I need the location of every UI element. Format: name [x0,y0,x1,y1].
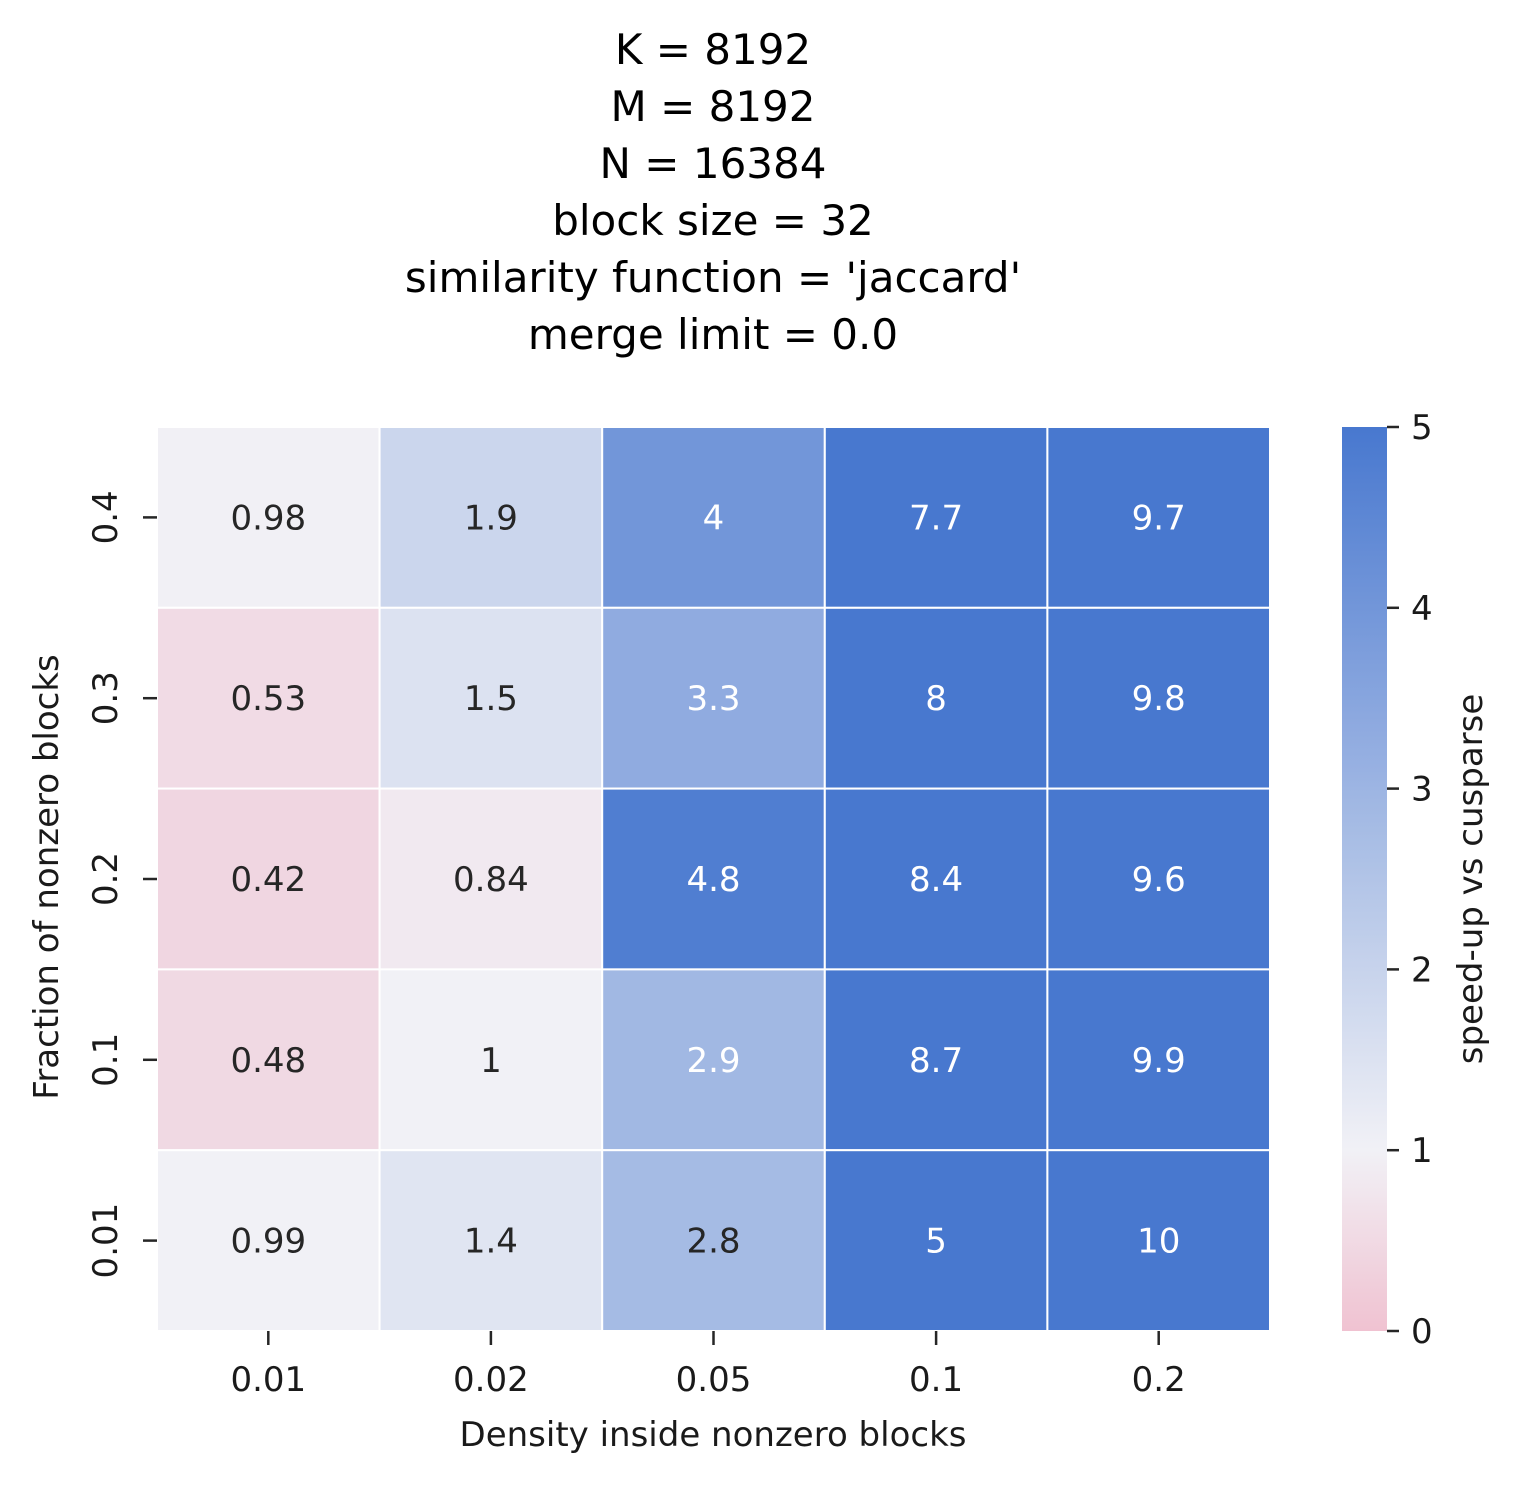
cell-value-label: 3.3 [686,679,740,719]
cell-value-label: 0.53 [230,679,306,719]
heatmap-cell [1046,787,1272,971]
title-line: merge limit = 0.0 [528,310,898,359]
cell-value-label: 9.7 [1132,498,1186,538]
cell-value-label: 9.8 [1132,679,1186,719]
chart-title: K = 8192 M = 8192 N = 16384 block size = 32… [405,25,1021,359]
heatmap-cell [823,426,1049,609]
colorbar-tick-label: 1 [1411,1131,1433,1171]
cell-value-label: 0.99 [230,1222,306,1262]
cell-value-label: 1 [480,1041,502,1081]
heatmap-cell [823,968,1049,1152]
y-tick-label: 0.4 [86,490,126,544]
cell-value-label: 8.4 [909,860,963,900]
heatmap-cell [1046,968,1272,1152]
cell-value-label: 1.5 [464,679,518,719]
cell-value-label: 5 [925,1222,947,1262]
heatmap-cell-labels: 0.98 1.9 4 7.7 9.7 0.53 1.5 3.3 8 9.8 0.42 0.84 4.8 8… [230,498,1185,1261]
cell-value-label: 4.8 [686,860,740,900]
x-axis-label: Density inside nonzero blocks [460,1415,967,1455]
title-line: block size = 32 [552,196,874,245]
heatmap-cell [378,968,604,1152]
cell-value-label: 0.84 [453,860,529,900]
cell-value-label: 9.6 [1132,860,1186,900]
cell-value-label: 4 [703,498,725,538]
heatmap-cell [601,968,826,1152]
cell-value-label: 8.7 [909,1041,963,1081]
cell-value-label: 9.9 [1132,1041,1186,1081]
y-axis-ticks: 0.4 0.3 0.2 0.1 0.01 [86,490,157,1278]
heatmap-cell [601,787,826,971]
cell-value-label: 0.48 [230,1041,306,1081]
colorbar [1342,427,1387,1331]
heatmap-cell [1046,1149,1272,1332]
title-line: N = 16384 [600,139,827,188]
x-tick-label: 0.1 [909,1360,963,1400]
cell-value-label: 0.42 [230,860,306,900]
y-tick-label: 0.01 [86,1203,126,1279]
cell-value-label: 0.98 [230,498,306,538]
x-tick-label: 0.02 [453,1360,529,1400]
heatmap-cell [156,606,381,790]
cell-value-label: 8 [925,679,947,719]
title-line: M = 8192 [610,82,815,131]
colorbar-tick-label: 2 [1411,950,1433,990]
y-tick-label: 0.1 [86,1033,126,1087]
cell-value-label: 2.9 [686,1041,740,1081]
x-tick-label: 0.2 [1132,1360,1186,1400]
title-line: similarity function = 'jaccard' [405,253,1021,302]
cell-value-label: 1.4 [464,1222,518,1262]
colorbar-ticks: 0 1 2 3 4 5 [1387,408,1433,1352]
heatmap-cell [378,426,604,609]
heatmap-cell [601,1149,826,1332]
y-axis-label: Fraction of nonzero blocks [27,654,67,1100]
x-tick-label: 0.05 [676,1360,752,1400]
heatmap-cell [156,426,381,609]
cell-value-label: 2.8 [686,1222,740,1262]
colorbar-tick-label: 3 [1411,770,1433,810]
x-axis-ticks: 0.01 0.02 0.05 0.1 0.2 [230,1331,1186,1400]
colorbar-tick-label: 5 [1411,408,1433,448]
cell-value-label: 10 [1137,1222,1180,1262]
cell-value-label: 7.7 [909,498,963,538]
heatmap-cell [378,1149,604,1332]
heatmap-cell [601,606,826,790]
cell-value-label: 1.9 [464,498,518,538]
heatmap-cell [1046,606,1272,790]
colorbar-tick-label: 0 [1411,1312,1433,1352]
colorbar-tick-label: 4 [1411,589,1433,629]
heatmap-cell [378,787,604,971]
heatmap-cell [156,1149,381,1332]
title-line: K = 8192 [615,25,811,74]
colorbar-label: speed-up vs cusparse [1451,694,1491,1065]
y-tick-label: 0.3 [86,671,126,725]
heatmap-cell [1046,426,1272,609]
y-tick-label: 0.2 [86,852,126,906]
heatmap-cells [156,426,1272,1332]
x-tick-label: 0.01 [230,1360,306,1400]
heatmap-cell [601,426,826,609]
heatmap-cell [823,787,1049,971]
